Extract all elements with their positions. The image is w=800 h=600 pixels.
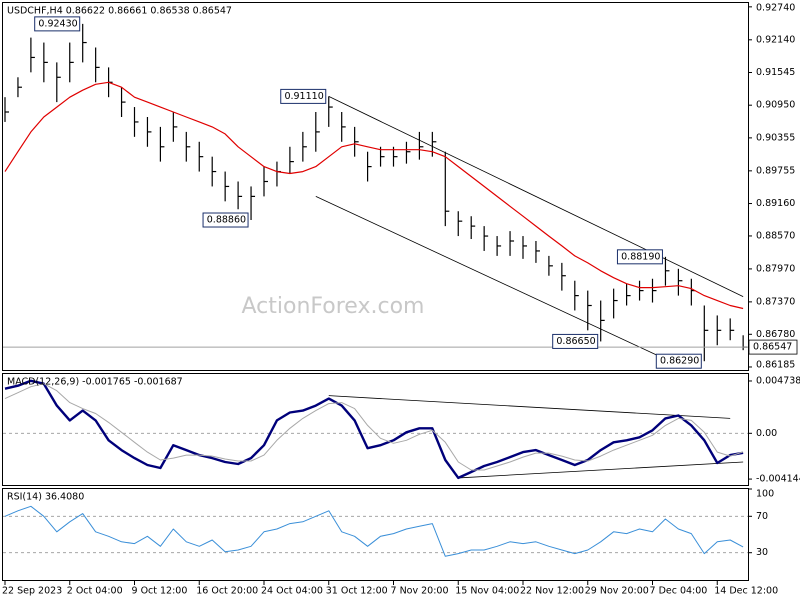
- annotation-label: 0.88860: [207, 215, 246, 226]
- macd-panel-frame: [2, 373, 749, 486]
- y-tick-label: 0.86780: [756, 329, 795, 340]
- y-tick-label: 0.90355: [756, 132, 795, 143]
- annotation-box: [202, 212, 249, 228]
- annotation-box: [655, 353, 702, 369]
- panel-title: MACD(12,26,9) -0.001765 -0.001687: [7, 377, 183, 388]
- x-tick-label: 15 Nov 04:00: [455, 586, 519, 597]
- annotation-box: [552, 333, 599, 349]
- signal-line: [4, 383, 744, 471]
- x-tick-label: 7 Nov 20:00: [391, 586, 449, 597]
- y-tick-label: 0.87370: [756, 296, 795, 307]
- price-label: 0.86547: [753, 342, 792, 353]
- trend-line: [328, 395, 731, 419]
- x-tick-label: 29 Nov 20:00: [585, 586, 649, 597]
- annotation-label: 0.92430: [38, 18, 77, 29]
- y-tick-label: 30: [756, 547, 768, 558]
- y-tick-label: 0.92740: [756, 3, 795, 14]
- x-tick-label: 24 Oct 04:00: [261, 586, 323, 597]
- indicator-line: [4, 379, 744, 480]
- watermark: ActionForex.com: [242, 294, 425, 319]
- y-tick-label: 100: [756, 489, 774, 500]
- trend-line: [315, 196, 666, 360]
- annotation-label: 0.91110: [284, 91, 323, 102]
- price-panel-frame: [2, 2, 749, 371]
- x-tick-label: 7 Dec 04:00: [650, 586, 708, 597]
- x-tick-label: 22 Nov 12:00: [520, 586, 584, 597]
- moving-average: [4, 81, 744, 310]
- x-tick-label: 2 Oct 04:00: [67, 586, 123, 597]
- rsi-panel-frame: [2, 488, 749, 581]
- x-tick-label: 14 Dec 12:00: [714, 586, 778, 597]
- annotation-box: [280, 88, 327, 104]
- y-tick-label: 70: [756, 511, 768, 522]
- y-tick-label: -0.004144: [756, 474, 800, 485]
- indicator-line: [4, 505, 744, 557]
- y-tick-label: 0.00: [756, 428, 777, 439]
- y-tick-label: 0.86185: [756, 360, 795, 371]
- price-label-box: [748, 339, 798, 355]
- y-tick-label: 0.89755: [756, 165, 795, 176]
- y-tick-label: 0.92140: [756, 34, 795, 45]
- y-tick-label: 0.89160: [756, 198, 795, 209]
- annotation-label: 0.86650: [556, 336, 595, 347]
- trend-line: [328, 96, 744, 297]
- annotation-box: [616, 249, 663, 265]
- y-tick-label: 0.90950: [756, 100, 795, 111]
- panel-title: USDCHF,H4 0.86622 0.86661 0.86538 0.8654…: [7, 6, 232, 17]
- y-tick-label: 0.004738: [756, 375, 800, 386]
- annotation-label: 0.86290: [660, 356, 699, 367]
- annotation-box: [34, 16, 81, 32]
- trend-line: [458, 461, 744, 479]
- x-tick-label: 16 Oct 20:00: [196, 586, 258, 597]
- x-tick-label: 22 Sep 2023: [2, 586, 62, 597]
- y-tick-label: 0.88570: [756, 230, 795, 241]
- x-tick-label: 31 Oct 12:00: [326, 586, 388, 597]
- annotation-label: 0.88190: [621, 251, 660, 262]
- x-tick-label: 9 Oct 12:00: [132, 586, 188, 597]
- y-tick-label: 0.87970: [756, 263, 795, 274]
- y-tick-label: 0.91545: [756, 67, 795, 78]
- panel-title: RSI(14) 36.4080: [7, 492, 84, 503]
